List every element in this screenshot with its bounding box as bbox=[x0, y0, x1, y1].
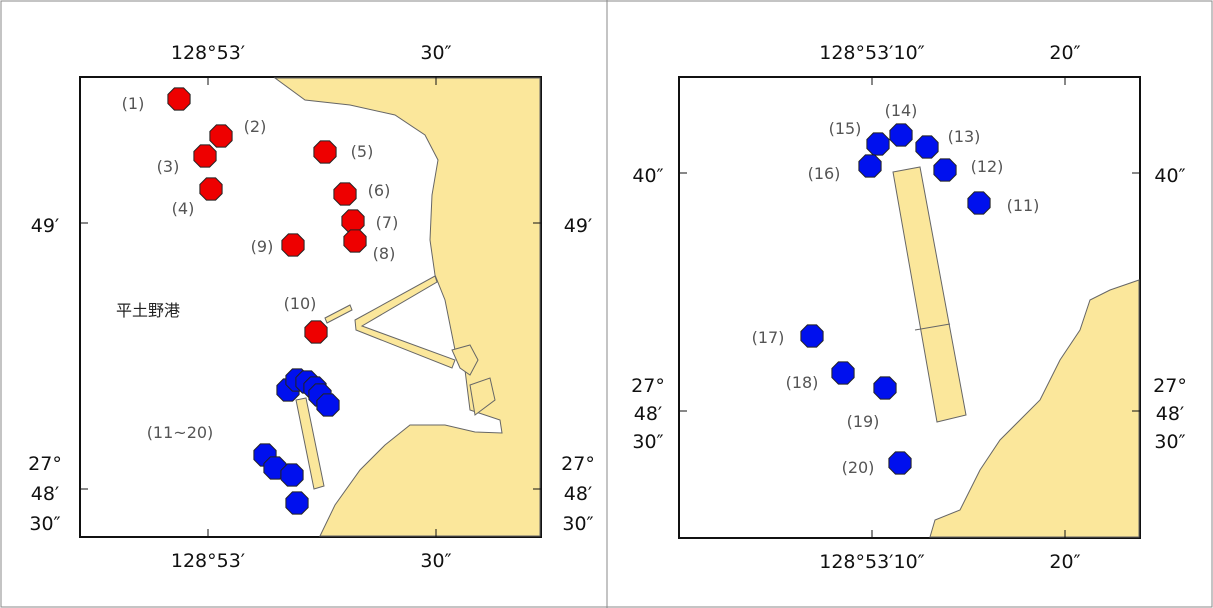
lat-label: 49′ bbox=[31, 215, 60, 237]
station-marker bbox=[167, 87, 191, 111]
station-marker bbox=[873, 376, 897, 400]
station-label: (1) bbox=[122, 94, 145, 113]
lon-label: 128°53′10″ bbox=[819, 42, 925, 64]
lon-label: 30″ bbox=[420, 550, 451, 572]
station-marker bbox=[341, 209, 365, 233]
station-label: (16) bbox=[808, 164, 841, 183]
station-marker bbox=[313, 140, 337, 164]
lat-label: 27° bbox=[561, 453, 595, 475]
lon-label: 20″ bbox=[1049, 42, 1080, 64]
station-label: (2) bbox=[244, 117, 267, 136]
station-marker bbox=[316, 393, 340, 417]
station-marker bbox=[888, 451, 912, 475]
station-marker bbox=[933, 158, 957, 182]
lat-label: 48′ bbox=[564, 483, 593, 505]
lat-label: 30″ bbox=[562, 513, 593, 535]
lat-label: 27° bbox=[28, 453, 62, 475]
station-label: (11) bbox=[1007, 196, 1040, 215]
place-label: 平土野港 bbox=[116, 301, 180, 320]
station-label: (14) bbox=[885, 101, 918, 120]
station-marker bbox=[915, 135, 939, 159]
lat-label: 40″ bbox=[632, 165, 663, 187]
pier bbox=[324, 304, 353, 324]
lat-label: 40″ bbox=[1154, 165, 1185, 187]
lon-label: 128°53′ bbox=[171, 550, 245, 572]
station-marker bbox=[343, 229, 367, 253]
station-label: (15) bbox=[829, 119, 862, 138]
station-marker bbox=[199, 177, 223, 201]
lat-label: 48′ bbox=[634, 403, 663, 425]
station-label: (4) bbox=[172, 199, 195, 218]
land bbox=[929, 279, 1140, 538]
pier bbox=[451, 344, 479, 376]
jetty-joint bbox=[914, 323, 951, 331]
land bbox=[273, 77, 541, 537]
station-label: (13) bbox=[948, 127, 981, 146]
station-label: (18) bbox=[786, 373, 819, 392]
station-marker bbox=[866, 132, 890, 156]
lat-label: 27° bbox=[631, 375, 665, 397]
lat-label: 30″ bbox=[1154, 431, 1185, 453]
station-marker bbox=[280, 463, 304, 487]
station-marker bbox=[889, 123, 913, 147]
pier bbox=[469, 377, 496, 416]
lat-label: 30″ bbox=[29, 513, 60, 535]
station-marker bbox=[333, 182, 357, 206]
station-marker bbox=[831, 361, 855, 385]
station-marker bbox=[967, 191, 991, 215]
station-label: (6) bbox=[368, 181, 391, 200]
lon-label: 20″ bbox=[1049, 551, 1080, 573]
station-marker bbox=[800, 324, 824, 348]
station-label: (20) bbox=[842, 458, 875, 477]
jetty bbox=[295, 397, 325, 490]
lat-label: 48′ bbox=[1156, 403, 1185, 425]
jetty bbox=[892, 166, 967, 423]
station-marker bbox=[281, 233, 305, 257]
lon-label: 128°53′10″ bbox=[819, 551, 925, 573]
station-label: (12) bbox=[971, 157, 1004, 176]
station-label: (5) bbox=[351, 142, 374, 161]
station-marker bbox=[304, 320, 328, 344]
station-label: (8) bbox=[373, 244, 396, 263]
station-label: (19) bbox=[847, 412, 880, 431]
breakwater bbox=[354, 275, 456, 369]
lat-label: 30″ bbox=[632, 431, 663, 453]
station-marker bbox=[858, 154, 882, 178]
lon-label: 30″ bbox=[420, 42, 451, 64]
station-marker bbox=[285, 491, 309, 515]
station-marker bbox=[193, 144, 217, 168]
station-label: (3) bbox=[157, 157, 180, 176]
station-label: (17) bbox=[752, 328, 785, 347]
lat-label: 48′ bbox=[31, 483, 60, 505]
station-label: (10) bbox=[284, 294, 317, 313]
station-label: (9) bbox=[251, 237, 274, 256]
lat-label: 27° bbox=[1153, 375, 1187, 397]
lat-label: 49′ bbox=[564, 215, 593, 237]
lon-label: 128°53′ bbox=[171, 42, 245, 64]
group-label: (11~20) bbox=[147, 423, 214, 442]
station-marker bbox=[209, 124, 233, 148]
station-label: (7) bbox=[376, 213, 399, 232]
